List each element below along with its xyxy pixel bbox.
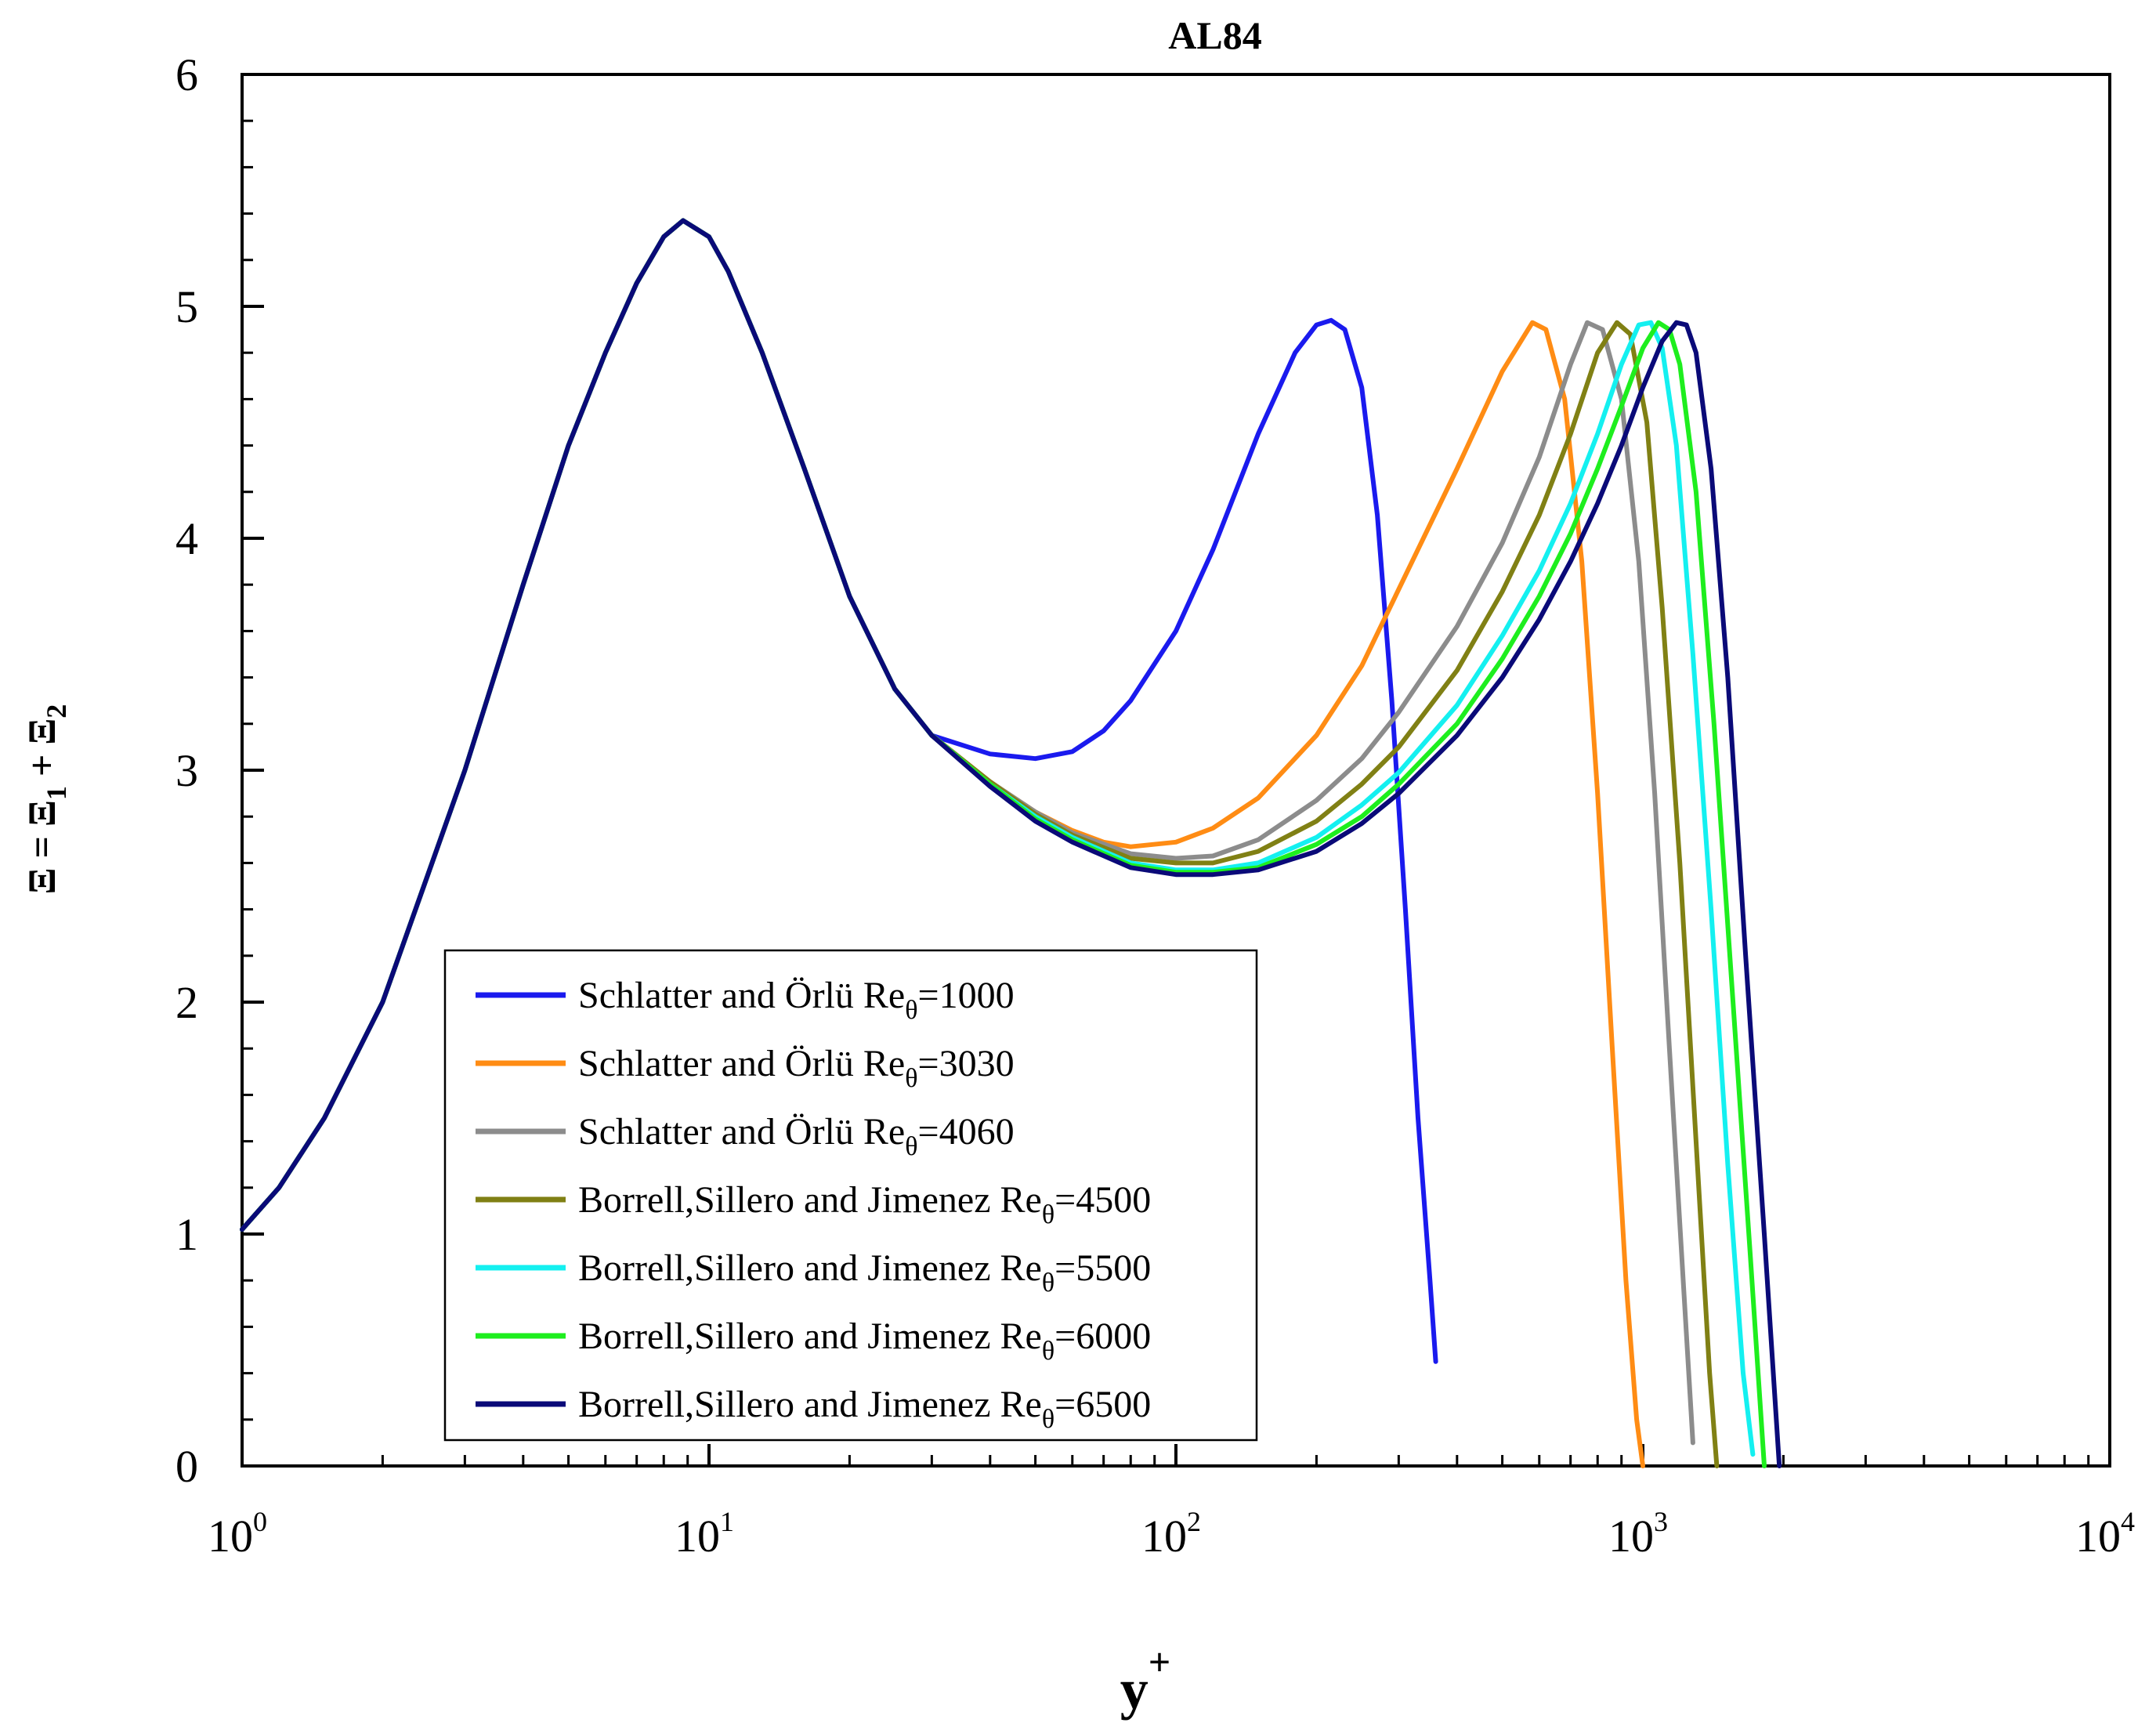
y-label-term1: Ξ bbox=[20, 800, 63, 827]
y-tick-label: 5 bbox=[175, 281, 198, 332]
x-tick-label: 103 bbox=[1608, 1506, 1668, 1562]
legend-box bbox=[443, 949, 1258, 1442]
y-label-eq: = bbox=[20, 836, 63, 859]
y-tick-label: 4 bbox=[175, 513, 198, 564]
legend: Schlatter and Örlü Reθ=1000 Schlatter and… bbox=[443, 949, 1258, 1442]
x-axis: 100 101 102 103 104 bbox=[208, 1444, 2135, 1562]
legend-label: Borrell,Sillero and Jimenez Reθ=6500 bbox=[578, 1384, 1151, 1434]
legend-label: Schlatter and Örlü Reθ=4060 bbox=[578, 1111, 1015, 1161]
x-tick-label: 102 bbox=[1141, 1506, 1201, 1562]
y-tick-label: 6 bbox=[175, 49, 198, 100]
x-tick-label: 104 bbox=[2075, 1506, 2135, 1562]
legend-label: Schlatter and Örlü Reθ=3030 bbox=[578, 1043, 1015, 1093]
y-label-term2: Ξ bbox=[20, 718, 63, 745]
y-label-sub2: 2 bbox=[41, 704, 72, 718]
y-tick-label: 3 bbox=[175, 745, 198, 796]
y-tick-label: 1 bbox=[175, 1209, 198, 1260]
legend-label: Borrell,Sillero and Jimenez Reθ=4500 bbox=[578, 1179, 1151, 1229]
y-label-plus: + bbox=[20, 755, 63, 777]
legend-label: Schlatter and Örlü Reθ=1000 bbox=[578, 975, 1015, 1025]
legend-label: Borrell,Sillero and Jimenez Reθ=6000 bbox=[578, 1316, 1151, 1366]
x-tick-label: 100 bbox=[208, 1506, 267, 1562]
y-axis: 0 1 2 3 4 5 6 bbox=[175, 49, 264, 1492]
y-tick-label: 2 bbox=[175, 977, 198, 1028]
x-axis-label-main: y bbox=[1120, 1658, 1149, 1721]
x-tick-label: 101 bbox=[675, 1506, 734, 1562]
y-axis-label: Ξ=Ξ1+Ξ2 bbox=[20, 704, 72, 895]
x-axis-label-sup: + bbox=[1149, 1640, 1171, 1684]
chart-title: AL84 bbox=[1168, 13, 1261, 57]
x-axis-label: y+ bbox=[1120, 1640, 1171, 1721]
y-label-lhs: Ξ bbox=[20, 867, 63, 894]
legend-label: Borrell,Sillero and Jimenez Reθ=5500 bbox=[578, 1247, 1151, 1298]
series-layer bbox=[240, 218, 1782, 1468]
series-line-7 bbox=[240, 218, 1782, 1468]
y-tick-label: 0 bbox=[175, 1441, 198, 1492]
y-label-sub1: 1 bbox=[41, 786, 72, 800]
